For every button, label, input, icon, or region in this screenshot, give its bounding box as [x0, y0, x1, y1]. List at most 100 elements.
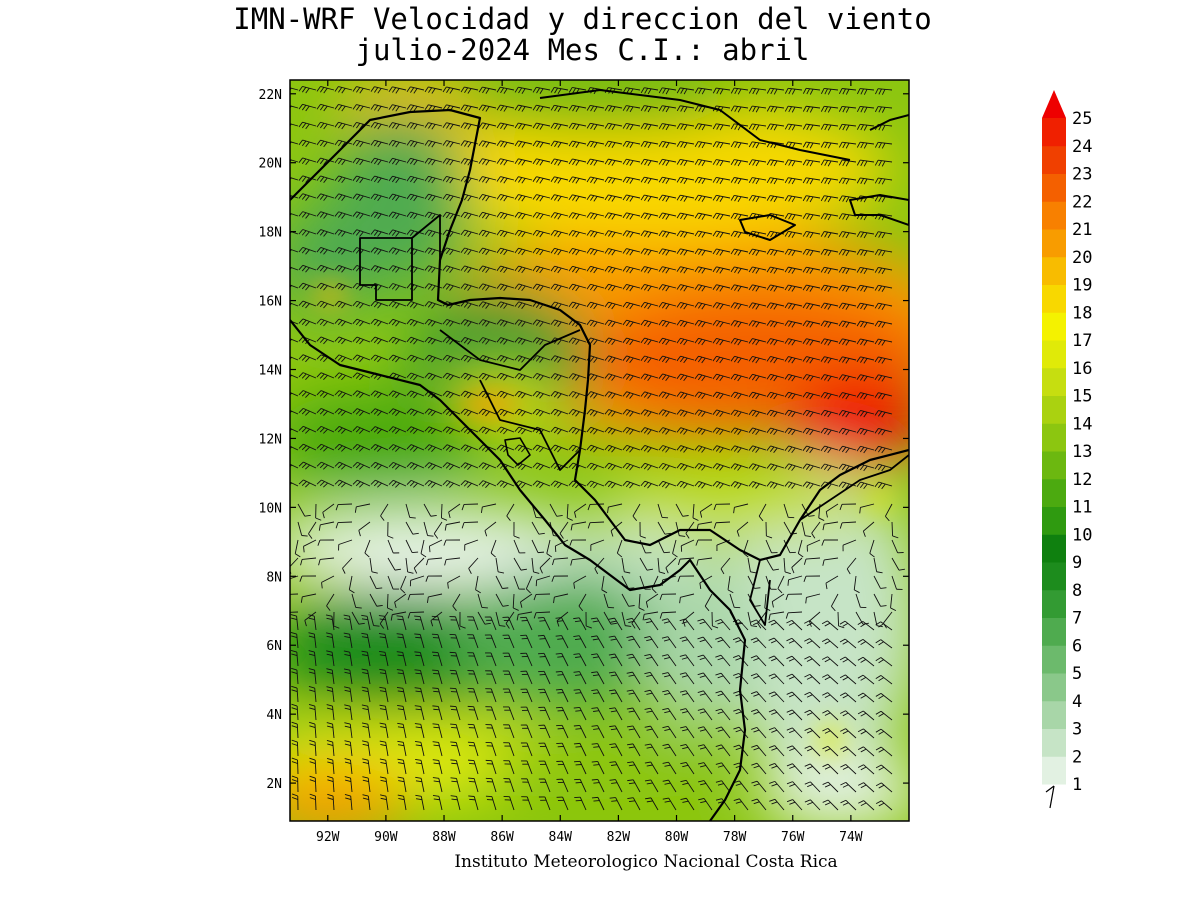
wind-barb-icon: [658, 266, 677, 274]
wind-barb-icon: [298, 425, 317, 434]
wind-barb-icon: [769, 763, 785, 775]
wind-barb-icon: [574, 503, 587, 518]
wind-barb-icon: [820, 284, 839, 292]
wind-barb-icon: [334, 247, 353, 255]
wind-barb-icon: [715, 672, 731, 685]
wind-barb-icon: [520, 616, 533, 631]
wind-barb-icon: [468, 759, 479, 775]
wind-barb-icon: [874, 141, 893, 149]
wind-barb-icon: [874, 320, 893, 328]
wind-barb-icon: [568, 158, 587, 166]
wind-barb-icon: [406, 175, 425, 184]
wind-barb-icon: [694, 463, 713, 471]
wind-barb-icon: [777, 575, 785, 594]
wind-barb-icon: [442, 354, 461, 363]
wind-barb-icon: [316, 461, 335, 470]
wind-barb-icon: [874, 284, 893, 293]
wind-barb-icon: [604, 194, 623, 202]
wind-barb-icon: [856, 88, 875, 95]
wind-barb-icon: [415, 794, 425, 811]
wind-barb-icon: [640, 373, 659, 381]
wind-barb-icon: [334, 408, 353, 416]
wind-barb-icon: [640, 445, 659, 453]
wind-barb-icon: [397, 722, 407, 739]
coastlines: [290, 89, 909, 821]
wind-barb-icon: [478, 229, 497, 238]
wind-barb-icon: [715, 636, 731, 649]
wind-barb-icon: [308, 614, 317, 631]
wind-barb-icon: [839, 620, 857, 631]
wind-barb-icon: [586, 462, 605, 471]
wind-barb-icon: [495, 593, 509, 607]
wind-barb-icon: [361, 650, 371, 667]
wind-barb-icon: [644, 689, 659, 703]
wind-barb-icon: [298, 229, 317, 237]
wind-barb-icon: [857, 746, 875, 757]
wind-barb-icon: [715, 744, 731, 757]
wind-barb-icon: [820, 374, 839, 382]
wind-barb-icon: [768, 611, 785, 621]
wind-barb-icon: [550, 391, 569, 399]
wind-barb-icon: [344, 686, 353, 703]
wind-barb-icon: [679, 690, 695, 703]
wind-barb-icon: [290, 302, 299, 307]
wind-barb-icon: [291, 721, 299, 739]
wind-barb-icon: [406, 408, 425, 417]
wind-barb-icon: [822, 745, 839, 757]
wind-barb-icon: [496, 426, 515, 435]
wind-barb-icon: [838, 356, 857, 364]
wind-barb-icon: [644, 671, 659, 685]
lat-label: 6N: [266, 639, 282, 654]
wind-barb-icon: [640, 230, 659, 238]
wind-barb-icon: [532, 140, 551, 148]
wind-barb-icon: [428, 539, 443, 553]
wind-barb-icon: [334, 372, 353, 381]
wind-barb-icon: [369, 575, 383, 589]
wind-barb-icon: [569, 539, 587, 546]
wind-barb-icon: [676, 230, 695, 238]
wind-barb-icon: [804, 638, 821, 649]
wind-barb-icon: [805, 593, 821, 604]
wind-barb-icon: [406, 479, 425, 488]
wind-barb-icon: [804, 799, 821, 811]
wind-barb-icon: [697, 708, 713, 721]
wind-barb-icon: [715, 690, 731, 703]
wind-barb-icon: [362, 758, 371, 775]
wind-barb-icon: [520, 742, 533, 757]
wind-barb-icon: [626, 617, 641, 631]
wind-barb-icon: [783, 503, 795, 519]
wind-barb-icon: [322, 503, 335, 519]
wind-barb-icon: [604, 265, 623, 274]
wind-barb-icon: [317, 539, 335, 546]
wind-barb-icon: [748, 302, 767, 310]
wind-barb-icon: [791, 557, 803, 574]
wind-barb-icon: [343, 614, 353, 631]
wind-barb-icon: [550, 194, 569, 202]
wind-barb-icon: [747, 557, 757, 574]
wind-barb-icon: [520, 593, 533, 608]
wind-barb-icon: [640, 194, 659, 202]
wind-barb-icon: [766, 266, 785, 274]
wind-barb-icon: [644, 743, 659, 757]
wind-barb-icon: [316, 390, 335, 398]
wind-barb-icon: [514, 211, 533, 220]
wind-barb-icon: [485, 777, 497, 793]
wind-barb-icon: [298, 264, 317, 273]
wind-barb-icon: [316, 103, 335, 112]
wind-barb-icon: [621, 557, 631, 574]
wind-barb-icon: [591, 671, 605, 685]
wind-barb-icon: [697, 762, 713, 775]
wind-barb-icon: [514, 408, 533, 417]
wind-barb-icon: [316, 211, 335, 219]
wind-barb-icon: [316, 229, 335, 237]
wind-barb-icon: [712, 463, 731, 471]
wind-barb-icon: [290, 593, 299, 595]
wind-barb-icon: [573, 575, 587, 589]
wind-barb-icon: [622, 158, 641, 166]
wind-barb-icon: [406, 390, 425, 399]
wind-barb-icon: [662, 743, 677, 757]
wind-barb-icon: [797, 539, 804, 558]
wind-barb-icon: [627, 761, 641, 775]
wind-barb-icon: [556, 760, 569, 775]
lon-label: 86W: [490, 830, 514, 845]
